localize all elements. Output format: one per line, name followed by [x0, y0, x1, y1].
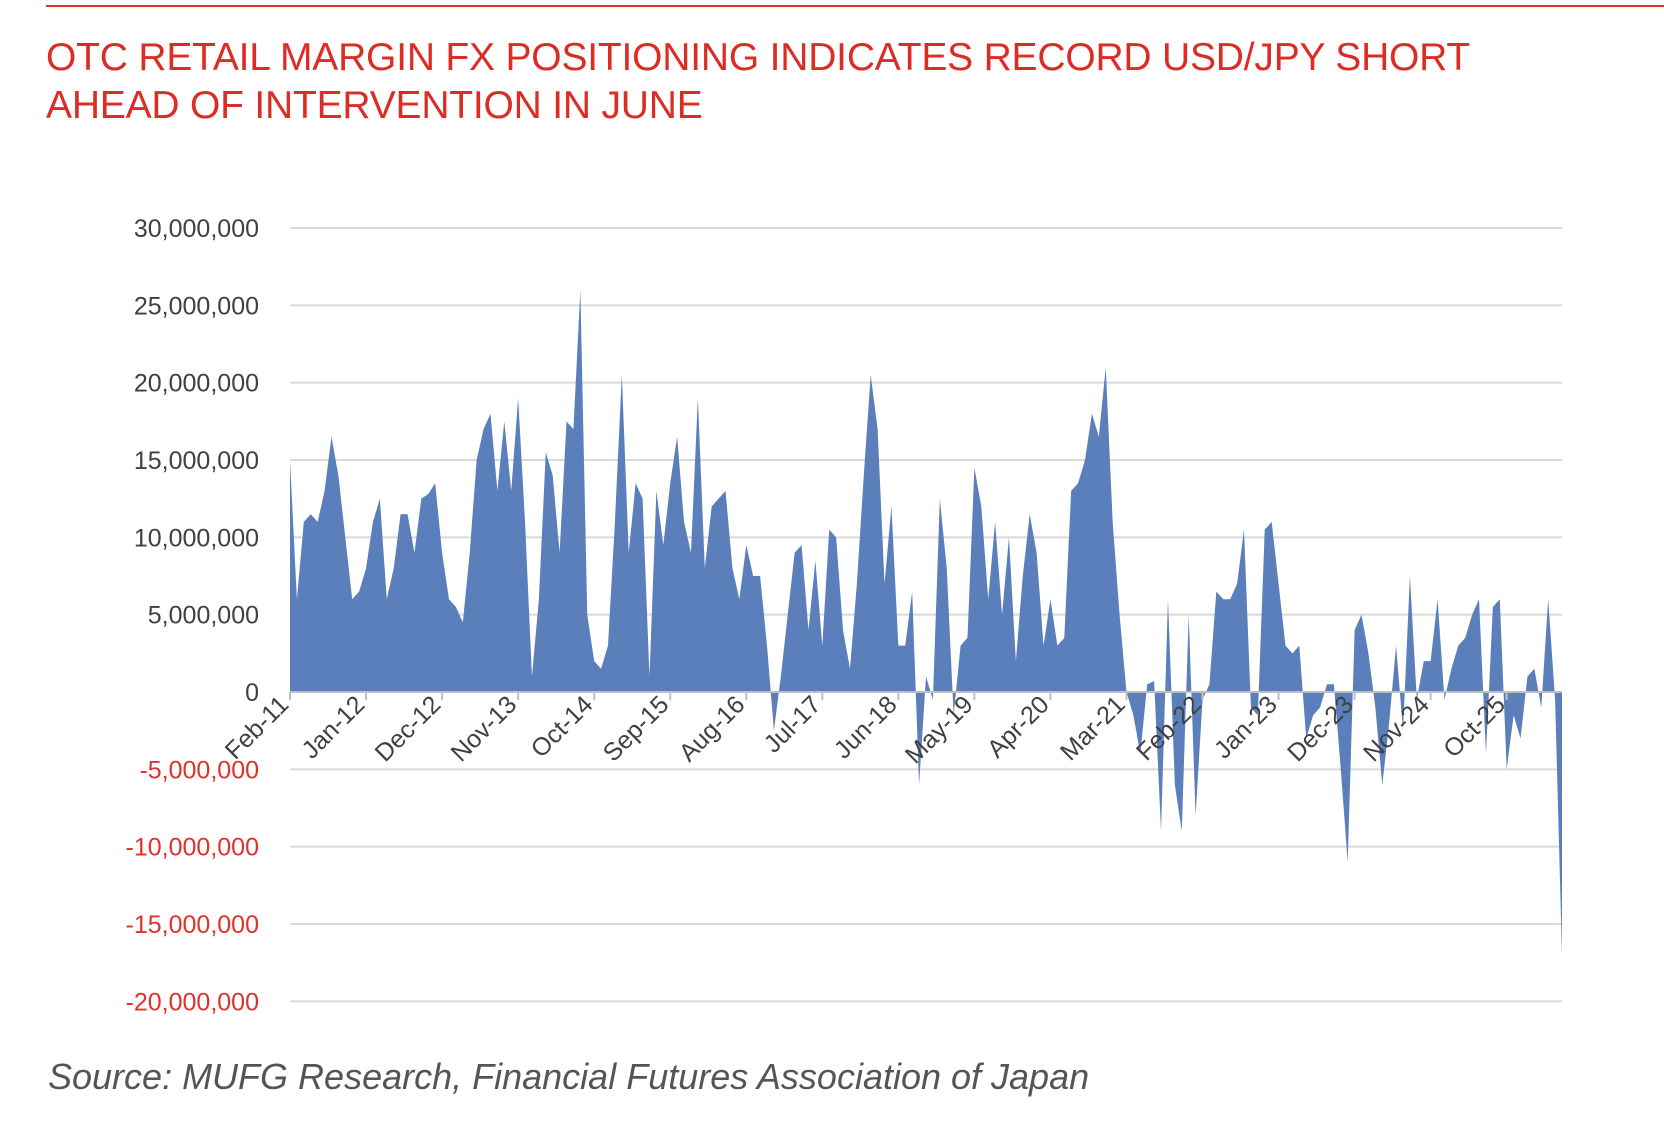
x-tick-label: May-19	[900, 690, 979, 769]
y-tick-label: -20,000,000	[126, 988, 259, 1016]
x-tick-label: Nov-24	[1358, 690, 1435, 767]
x-tick-label: Oct-25	[1438, 690, 1511, 763]
x-tick-label: Jan-23	[1209, 690, 1283, 764]
y-tick-label: 25,000,000	[134, 292, 259, 320]
y-tick-label: 15,000,000	[134, 447, 259, 475]
y-tick-label: 20,000,000	[134, 370, 259, 398]
y-axis-ticks: 30,000,000 25,000,000 20,000,000 15,000,000…	[126, 215, 259, 1016]
x-tick-label: Jun-18	[829, 690, 903, 764]
x-tick-label: Dec-12	[370, 690, 447, 767]
x-tick-label: Jan-12	[296, 690, 370, 764]
chart-title: OTC RETAIL MARGIN FX POSITIONING INDICAT…	[46, 34, 1606, 130]
series-area	[290, 289, 1562, 955]
plot-area	[290, 289, 1562, 955]
y-tick-label: 5,000,000	[148, 602, 259, 630]
top-rule	[46, 5, 1664, 7]
source-note: Source: MUFG Research, Financial Futures…	[48, 1056, 1090, 1097]
x-tick-label: Mar-21	[1055, 690, 1131, 766]
x-tick-label: Oct-14	[526, 690, 599, 763]
x-tick-label: Nov-13	[446, 690, 523, 767]
x-tick-label: Aug-16	[674, 690, 751, 767]
y-tick-label: -15,000,000	[126, 911, 259, 939]
x-tick-label: Sep-15	[598, 690, 675, 767]
y-tick-label: 10,000,000	[134, 524, 259, 552]
chart-title-line-2: AHEAD OF INTERVENTION IN JUNE	[46, 84, 703, 127]
y-tick-label: -10,000,000	[126, 834, 259, 862]
y-tick-label: 30,000,000	[134, 215, 259, 243]
x-tick-label: Jul-17	[759, 690, 827, 758]
y-tick-label: -5,000,000	[139, 756, 259, 784]
y-tick-label: 0	[245, 679, 259, 707]
chart-title-line-1: OTC RETAIL MARGIN FX POSITIONING INDICAT…	[46, 36, 1471, 79]
x-tick-label: Apr-20	[982, 690, 1055, 763]
